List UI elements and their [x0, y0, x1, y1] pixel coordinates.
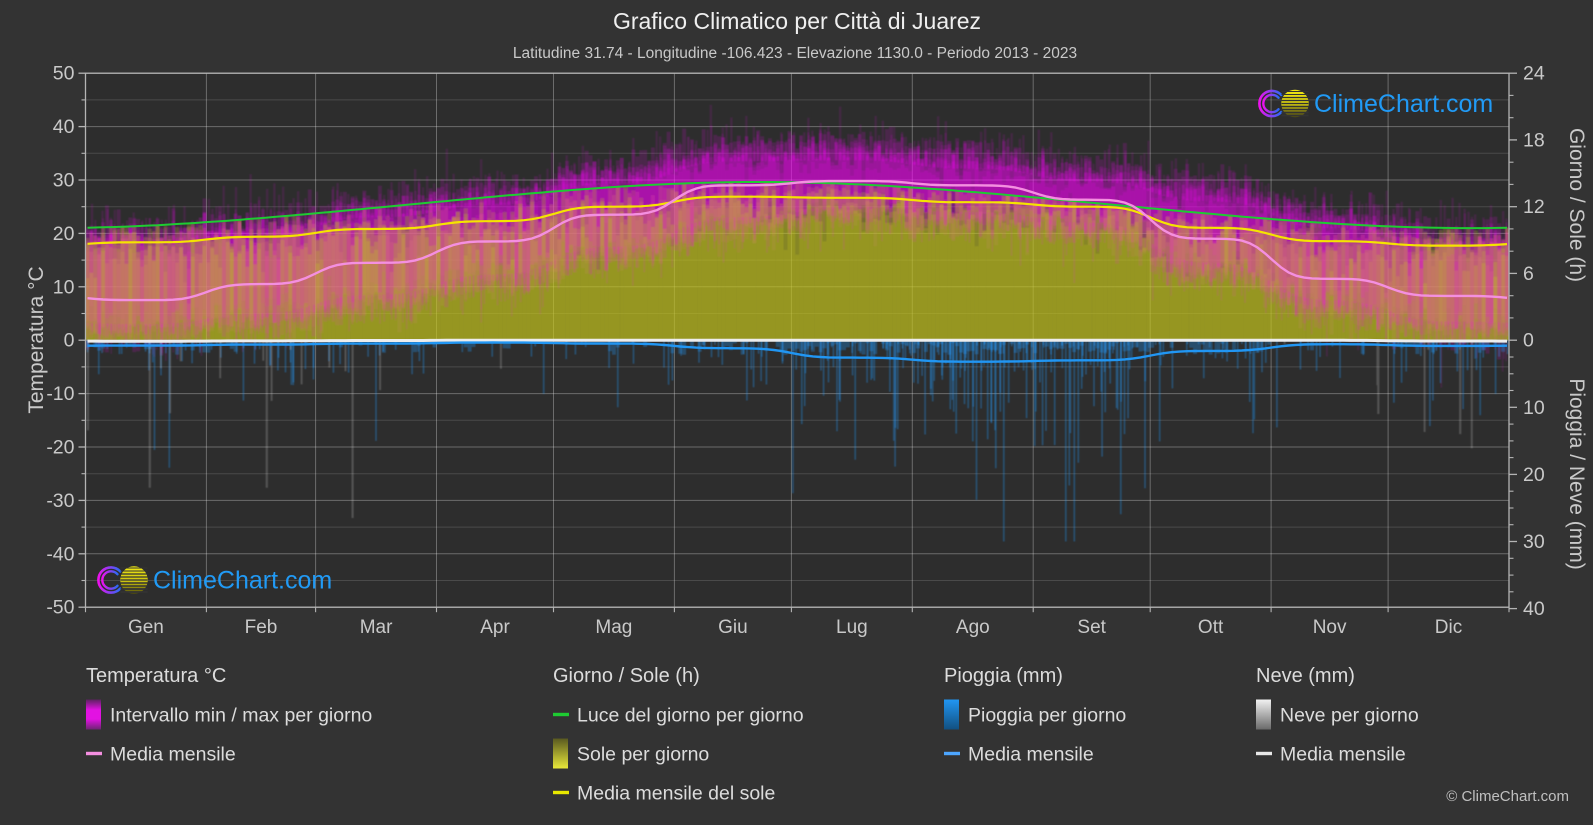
svg-text:Temperatura °C: Temperatura °C [86, 665, 226, 687]
svg-text:40: 40 [53, 116, 75, 138]
svg-text:ClimeChart.com: ClimeChart.com [153, 567, 332, 595]
svg-text:-50: -50 [46, 597, 74, 619]
svg-text:Mag: Mag [595, 617, 632, 638]
svg-text:Set: Set [1077, 617, 1106, 638]
svg-text:Media mensile: Media mensile [110, 744, 236, 766]
svg-text:12: 12 [1523, 196, 1545, 218]
svg-text:Pioggia / Neve (mm): Pioggia / Neve (mm) [1565, 378, 1588, 569]
svg-text:10: 10 [1523, 397, 1545, 419]
svg-text:50: 50 [53, 63, 75, 85]
svg-text:Apr: Apr [480, 617, 510, 638]
svg-text:Media mensile: Media mensile [1280, 744, 1406, 766]
svg-text:© ClimeChart.com: © ClimeChart.com [1446, 788, 1569, 805]
svg-text:Neve (mm): Neve (mm) [1256, 665, 1355, 687]
svg-text:-20: -20 [46, 437, 74, 459]
svg-text:20: 20 [53, 223, 75, 245]
svg-text:30: 30 [1523, 531, 1545, 553]
svg-text:Dic: Dic [1435, 617, 1462, 638]
svg-text:0: 0 [64, 330, 75, 352]
svg-text:Giorno / Sole (h): Giorno / Sole (h) [553, 665, 700, 687]
svg-text:Media mensile: Media mensile [968, 744, 1094, 766]
svg-text:Latitudine 31.74 - Longitudine: Latitudine 31.74 - Longitudine -106.423 … [513, 45, 1077, 62]
svg-text:-40: -40 [46, 543, 74, 565]
svg-text:Grafico Climatico per Città di: Grafico Climatico per Città di Juarez [613, 8, 981, 34]
svg-text:Intervallo min / max per giorn: Intervallo min / max per giorno [110, 705, 372, 727]
svg-text:24: 24 [1523, 63, 1545, 85]
svg-text:-30: -30 [46, 490, 74, 512]
svg-text:-10: -10 [46, 383, 74, 405]
svg-text:Pioggia (mm): Pioggia (mm) [944, 665, 1063, 687]
svg-text:Ott: Ott [1198, 617, 1224, 638]
svg-text:Luce del giorno per giorno: Luce del giorno per giorno [577, 705, 804, 727]
svg-text:Nov: Nov [1313, 617, 1347, 638]
svg-text:18: 18 [1523, 129, 1545, 151]
svg-text:6: 6 [1523, 263, 1534, 285]
svg-text:Lug: Lug [836, 617, 868, 638]
svg-text:Temperatura °C: Temperatura °C [25, 266, 48, 413]
svg-text:Gen: Gen [128, 617, 164, 638]
svg-text:30: 30 [53, 170, 75, 192]
svg-text:Mar: Mar [360, 617, 393, 638]
svg-text:ClimeChart.com: ClimeChart.com [1314, 90, 1493, 118]
svg-text:Pioggia per giorno: Pioggia per giorno [968, 705, 1126, 727]
svg-text:Neve per giorno: Neve per giorno [1280, 705, 1419, 727]
svg-text:20: 20 [1523, 464, 1545, 486]
svg-text:Giorno / Sole (h): Giorno / Sole (h) [1565, 128, 1588, 282]
svg-text:40: 40 [1523, 598, 1545, 620]
svg-text:Media mensile del sole: Media mensile del sole [577, 783, 775, 805]
svg-text:0: 0 [1523, 330, 1534, 352]
svg-text:10: 10 [53, 276, 75, 298]
svg-text:Giu: Giu [718, 617, 748, 638]
svg-text:Ago: Ago [956, 617, 990, 638]
svg-text:Sole per giorno: Sole per giorno [577, 744, 709, 766]
svg-text:Feb: Feb [245, 617, 278, 638]
